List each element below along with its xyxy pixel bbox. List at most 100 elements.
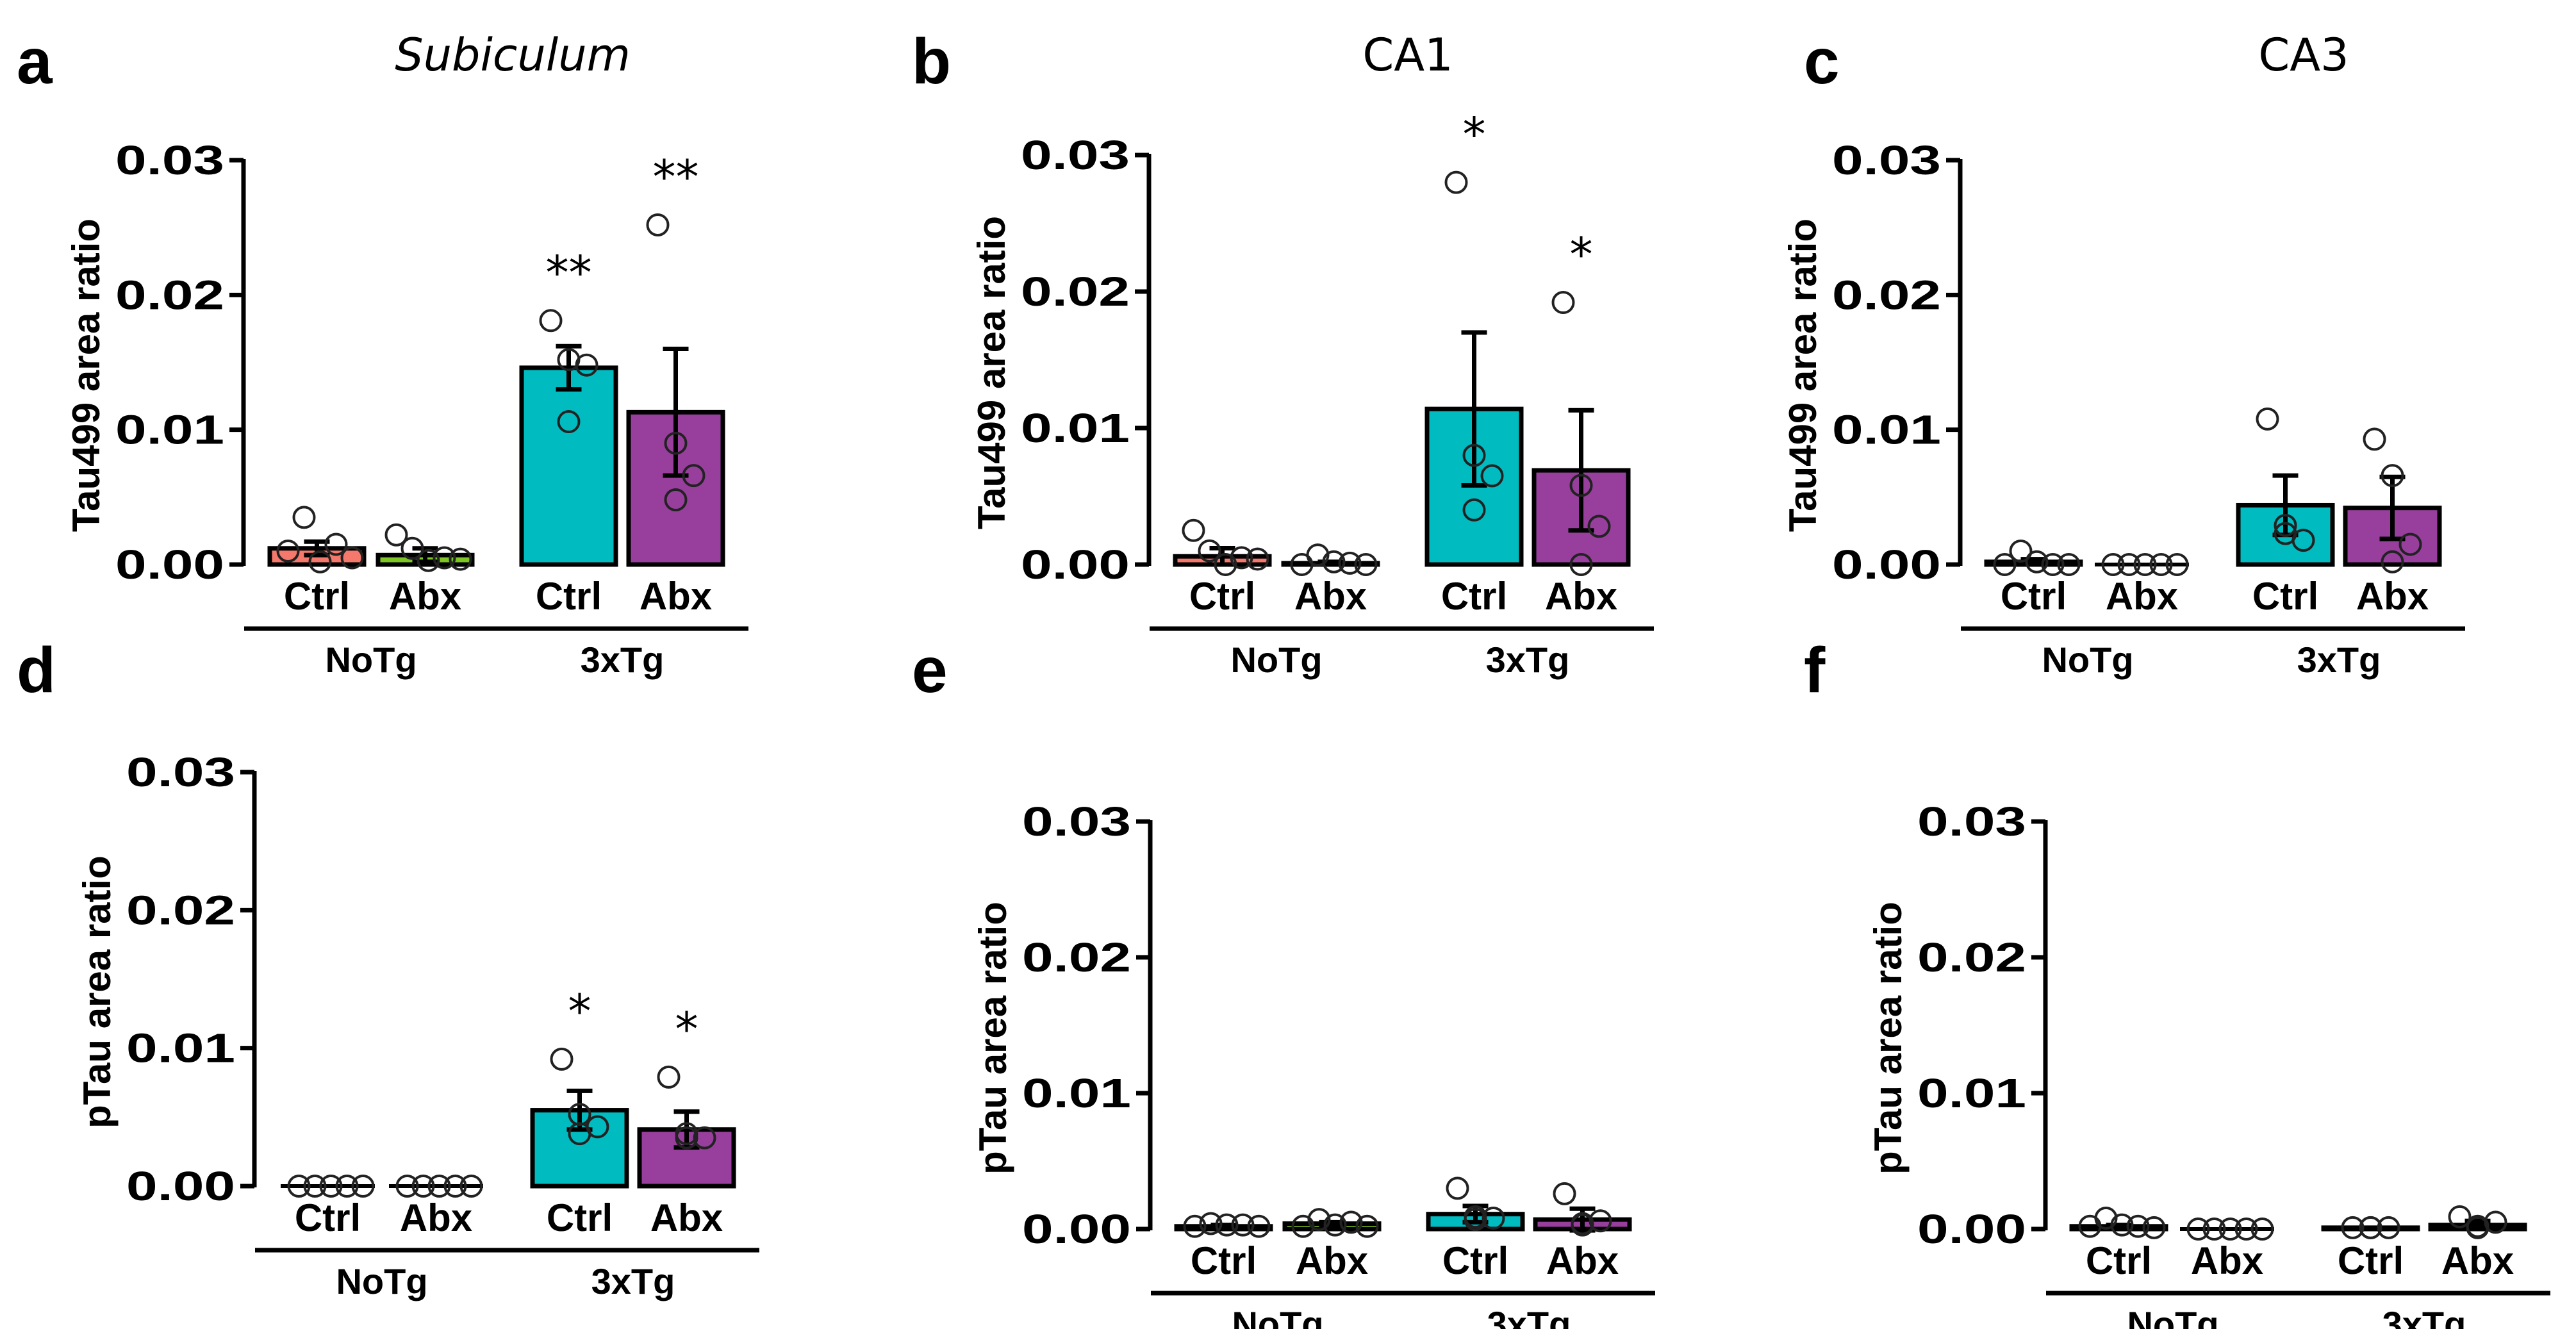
data-point — [324, 532, 348, 556]
group-label: 3xTg — [1486, 640, 1570, 680]
data-point — [2341, 1216, 2365, 1239]
group-label: NoTg — [336, 1261, 427, 1301]
data-point — [1551, 291, 1575, 315]
data-point — [682, 464, 706, 488]
data-point — [693, 1126, 716, 1150]
data-point — [1198, 539, 1221, 563]
bar-3xTg-Abx: * Abx — [1532, 227, 1631, 618]
panel-letter: e — [912, 634, 948, 706]
data-point — [550, 1047, 574, 1071]
panel-letter: f — [1804, 634, 1826, 706]
data-point — [2448, 1205, 2472, 1228]
data-point — [2274, 522, 2297, 545]
data-point — [417, 549, 440, 572]
bar-3xTg-Abx: Abx — [2428, 1205, 2527, 1282]
data-point — [1462, 498, 1486, 522]
group-label: 3xTg — [581, 640, 665, 680]
x-tick-label: Ctrl — [1441, 575, 1507, 618]
data-point — [2101, 553, 2125, 576]
data-point — [411, 1175, 435, 1198]
x-tick-label: Ctrl — [536, 575, 602, 618]
data-point — [2133, 553, 2157, 576]
x-tick-label: Abx — [1546, 1239, 1619, 1282]
y-tick-label: 0.02 — [126, 887, 235, 933]
y-tick-label: 0.00 — [126, 1163, 235, 1209]
data-point — [1338, 551, 1362, 575]
data-point — [2202, 1218, 2226, 1241]
x-tick-label: Abx — [650, 1196, 723, 1239]
data-point — [427, 1175, 451, 1198]
y-axis-label: pTau area ratio — [971, 902, 1014, 1175]
group-label: 3xTg — [2382, 1304, 2466, 1329]
x-tick-label: Ctrl — [547, 1196, 613, 1239]
x-tick-label: Ctrl — [2338, 1239, 2404, 1282]
data-point — [657, 1065, 681, 1089]
data-point — [646, 213, 670, 236]
x-tick-label: Ctrl — [284, 575, 350, 618]
data-point — [1589, 1209, 1612, 1233]
y-tick-label: 0.01 — [1022, 1070, 1131, 1116]
y-tick-label: 0.02 — [1917, 934, 2026, 980]
data-point — [2359, 1216, 2382, 1239]
bar-NoTg-Ctrl: Ctrl — [1174, 1212, 1273, 1282]
y-tick-label: 0.01 — [1917, 1070, 2026, 1116]
panel-letter: a — [17, 26, 53, 97]
y-tick-label: 0.03 — [1832, 137, 1941, 183]
data-point — [1464, 1208, 1487, 1232]
data-point — [1230, 546, 1253, 570]
data-point — [2009, 539, 2033, 563]
data-point — [2256, 407, 2279, 431]
x-tick-label: Ctrl — [1442, 1239, 1508, 1282]
group-label: NoTg — [2042, 640, 2133, 680]
y-tick-label: 0.01 — [126, 1025, 235, 1071]
bar-NoTg-Ctrl: Ctrl — [281, 1175, 375, 1239]
x-tick-label: Abx — [1294, 575, 1367, 618]
data-point — [1247, 1214, 1271, 1238]
data-point — [539, 309, 563, 333]
data-point — [1182, 518, 1205, 542]
x-tick-label: Abx — [2356, 575, 2429, 618]
significance-marker: ** — [653, 150, 699, 204]
data-point — [292, 506, 316, 529]
data-point — [1339, 1210, 1363, 1234]
data-point — [1482, 1207, 1505, 1230]
data-point — [1462, 443, 1486, 467]
data-point — [1306, 543, 1330, 567]
y-tick-label: 0.03 — [1021, 132, 1130, 178]
group-label: NoTg — [1230, 640, 1322, 680]
data-point — [1569, 474, 1593, 497]
data-point — [1553, 1182, 1576, 1205]
y-tick-label: 0.01 — [1832, 407, 1941, 453]
bar-NoTg-Abx: Abx — [1282, 1208, 1382, 1282]
x-tick-label: Abx — [2106, 575, 2178, 618]
data-point — [1291, 1214, 1315, 1238]
bar-3xTg-Ctrl: * Ctrl — [530, 984, 629, 1239]
data-point — [443, 1175, 467, 1198]
significance-marker: * — [568, 984, 591, 1038]
y-tick-label: 0.01 — [1021, 405, 1130, 451]
bar-3xTg-Abx: Abx — [1533, 1182, 1632, 1282]
y-tick-label: 0.03 — [115, 137, 224, 183]
y-axis-label: Tau499 area ratio — [65, 219, 108, 532]
panel-title: Subiculum — [395, 29, 631, 81]
data-point — [2142, 1216, 2166, 1239]
x-tick-label: Abx — [1545, 575, 1617, 618]
x-tick-label: Abx — [2191, 1239, 2263, 1282]
data-point — [1215, 1213, 1239, 1237]
data-point — [1214, 553, 1237, 576]
bar-NoTg-Abx: Abx — [376, 523, 475, 618]
y-axis-label: pTau area ratio — [1867, 902, 1910, 1175]
panel-letter: b — [912, 26, 951, 97]
data-point — [340, 546, 364, 570]
data-point — [384, 523, 408, 547]
data-point — [2234, 1218, 2258, 1241]
bar — [2321, 1225, 2420, 1232]
bar-NoTg-Abx: Abx — [1281, 543, 1380, 618]
y-tick-label: 0.01 — [115, 407, 224, 453]
data-point — [319, 1175, 343, 1198]
data-point — [2057, 553, 2081, 576]
